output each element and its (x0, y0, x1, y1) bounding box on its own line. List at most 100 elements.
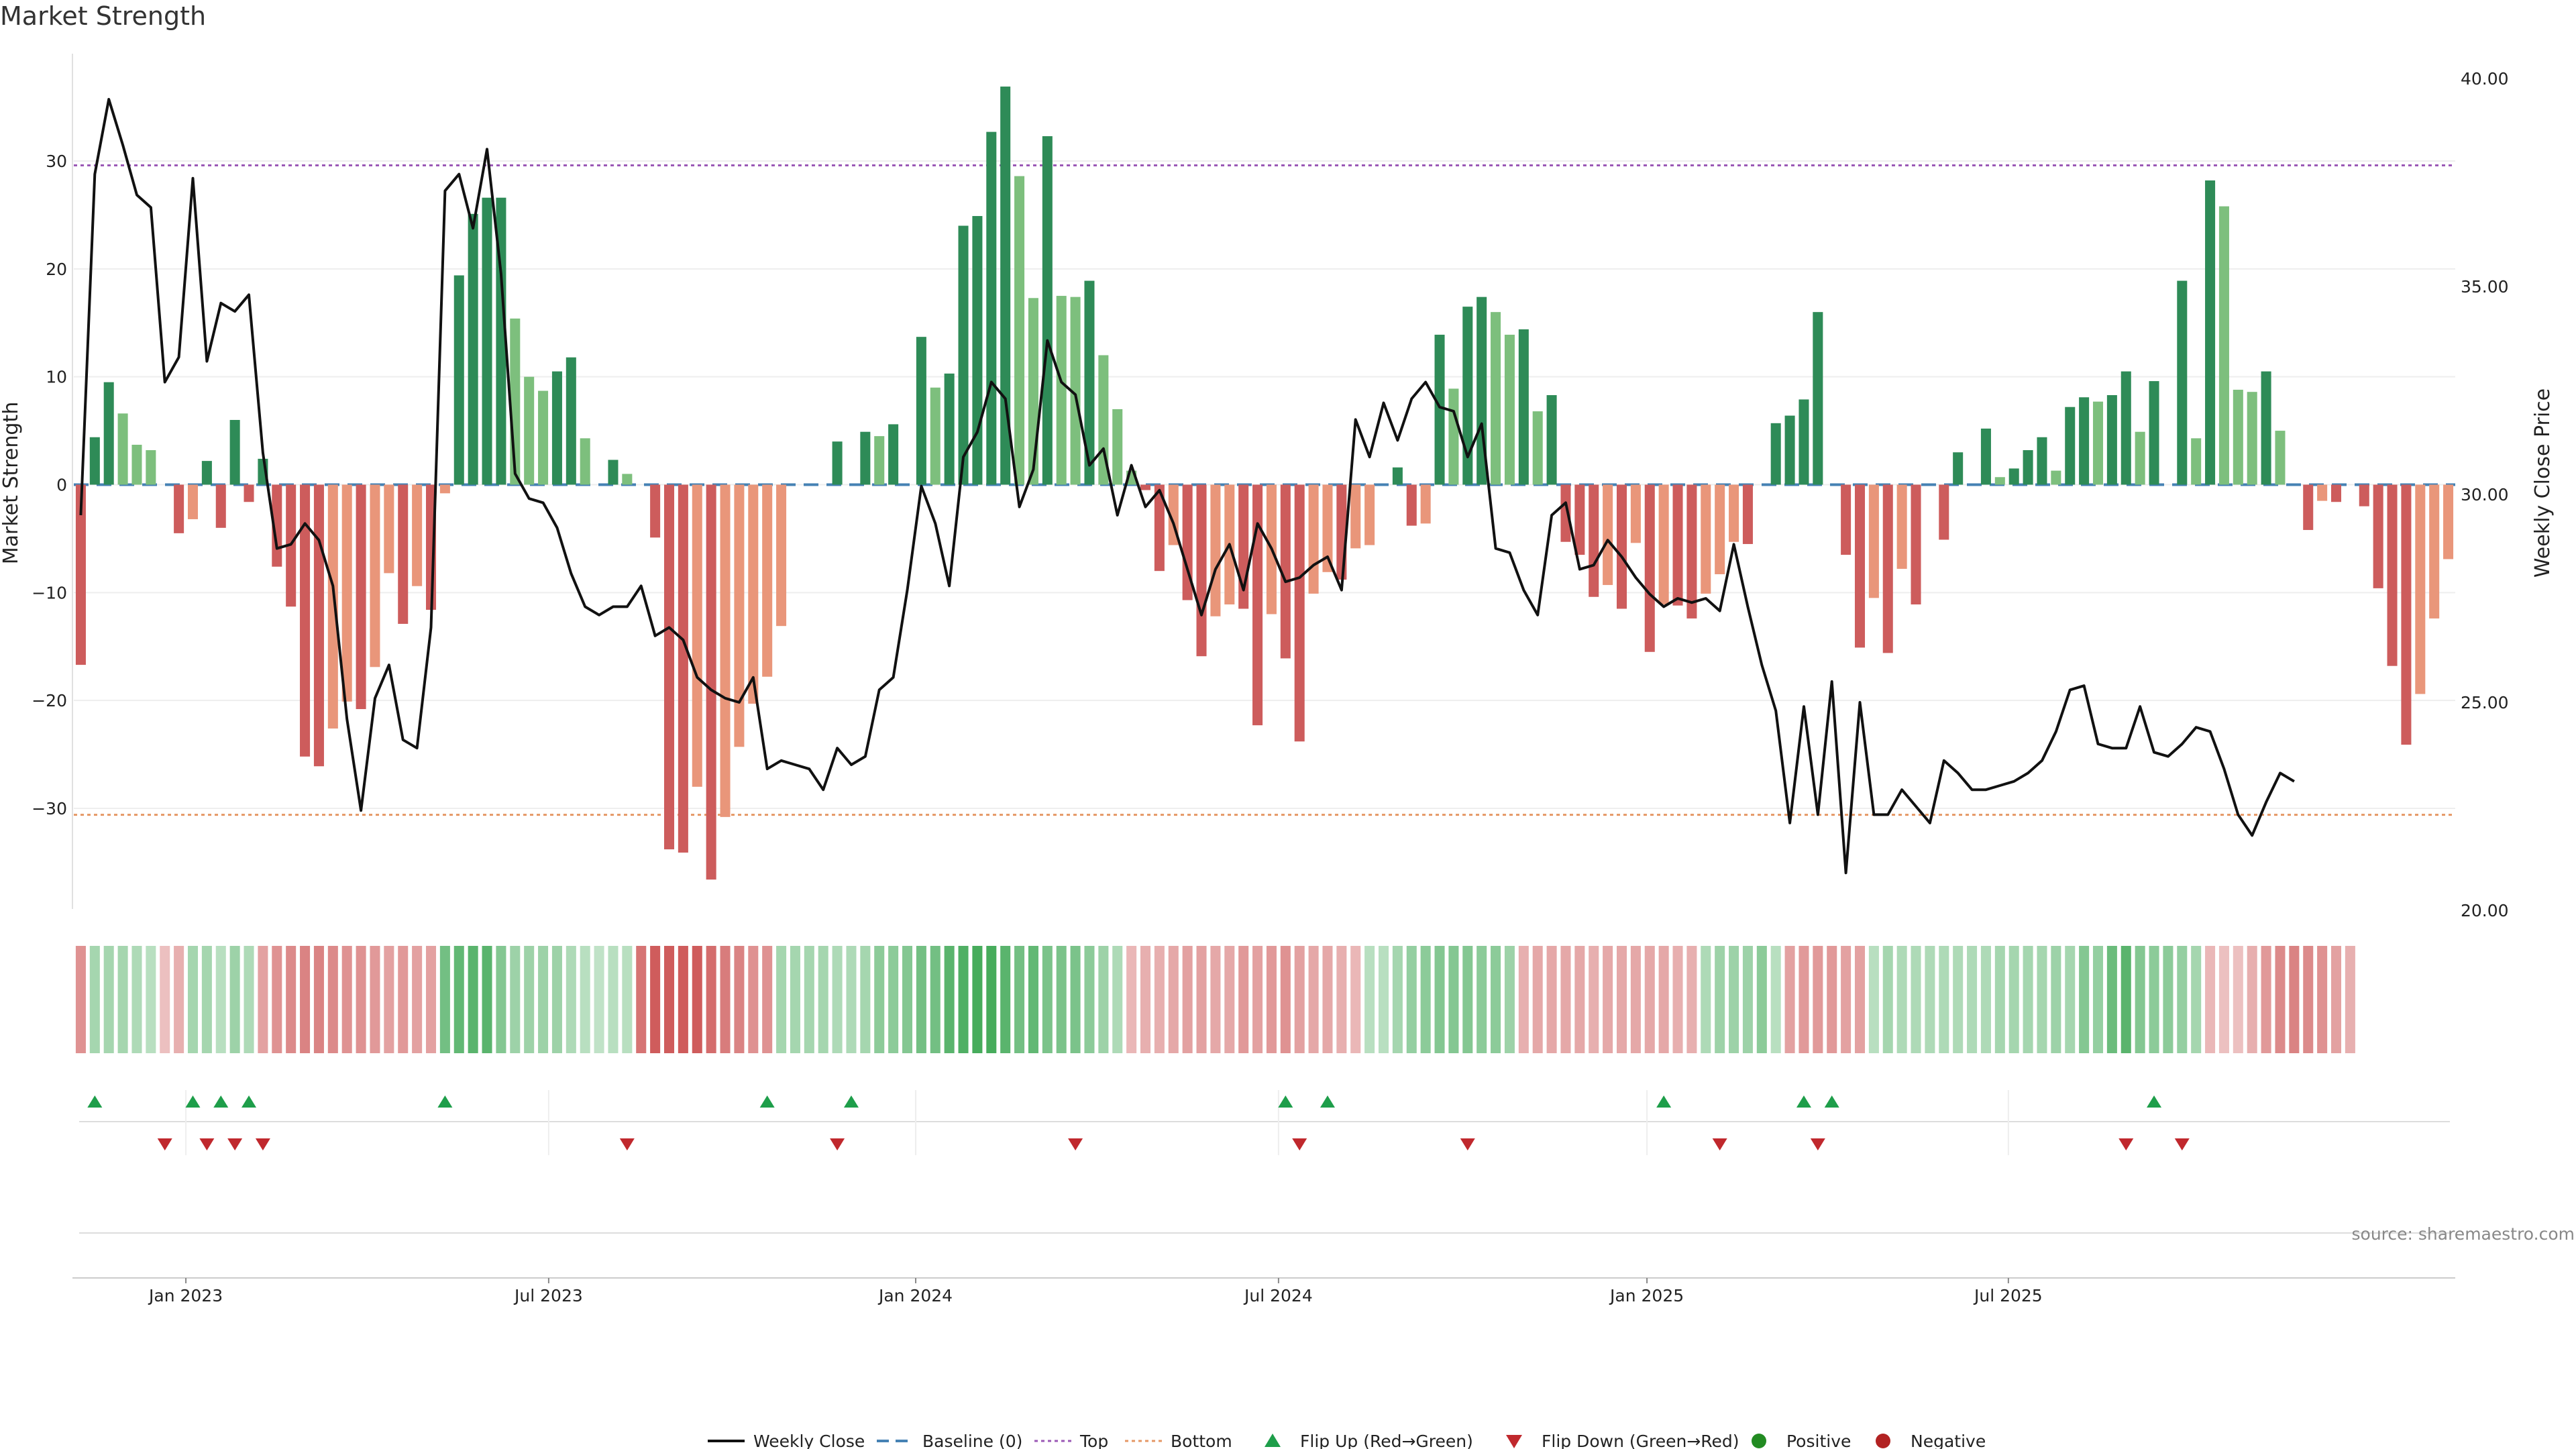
strength-bar (2177, 280, 2188, 485)
y2-tick-label: 20.00 (2461, 901, 2509, 920)
x-tick-label: Jan 2023 (148, 1286, 223, 1305)
strength-bar (580, 438, 590, 485)
strip-cell (916, 946, 926, 1053)
strength-bar (146, 450, 156, 485)
strip-cell (160, 946, 170, 1053)
strip-cell (1140, 946, 1151, 1053)
strength-bar (692, 484, 702, 787)
strength-bar (1603, 484, 1613, 586)
strip-cell (75, 946, 86, 1053)
strip-cell (1252, 946, 1263, 1053)
strength-bar (1056, 296, 1067, 485)
x-tick-label: Jul 2025 (1973, 1286, 2043, 1305)
strip-cell (1182, 946, 1193, 1053)
strength-bar (2233, 389, 2243, 485)
strength-bar (874, 436, 885, 485)
weekly-close-line (79, 98, 2295, 875)
strip-cell (1658, 946, 1669, 1053)
strength-bar (1658, 484, 1669, 605)
strip-cell (341, 946, 352, 1053)
strip-cell (1742, 946, 1753, 1053)
strip-cell (1882, 946, 1893, 1053)
strip-cell (706, 946, 716, 1053)
legend-label: Baseline (0) (922, 1432, 1022, 1449)
strip-cell (201, 946, 212, 1053)
strength-bar (1491, 312, 1501, 485)
strip-cell (1770, 946, 1781, 1053)
strength-bar (650, 484, 661, 538)
flip-down-marker (2174, 1138, 2190, 1150)
strip-cell (1224, 946, 1235, 1053)
strip-cell (1896, 946, 1907, 1053)
strip-cell (846, 946, 857, 1053)
strip-cell (580, 946, 590, 1053)
strength-bar (201, 461, 212, 485)
flip-down-marker (1460, 1138, 1475, 1150)
legend-swatch-positive (1752, 1434, 1766, 1448)
x-tick-label: Jan 2025 (1609, 1286, 1684, 1305)
strength-bar (1574, 484, 1585, 555)
strength-bar (2218, 206, 2229, 485)
strength-bar (524, 376, 535, 485)
strength-bar (1742, 484, 1753, 544)
strip-cell (370, 946, 380, 1053)
legend-swatch-flip-down (1506, 1435, 1522, 1448)
flip-down-marker (1292, 1138, 1307, 1150)
strip-cell (2345, 946, 2355, 1053)
strip-cell (2149, 946, 2159, 1053)
strip-cell (1994, 946, 2005, 1053)
strip-cell (2008, 946, 2019, 1053)
strength-bar (1084, 280, 1095, 485)
x-tick-label: Jan 2024 (877, 1286, 953, 1305)
strength-bar (2037, 437, 2047, 485)
strip-cell (1154, 946, 1165, 1053)
strength-bar (2149, 381, 2159, 485)
strip-cell (930, 946, 941, 1053)
strip-cell (1028, 946, 1038, 1053)
strip-cell (1911, 946, 1921, 1053)
strength-bar (776, 484, 787, 627)
strip-cell (1813, 946, 1823, 1053)
strip-cell (2092, 946, 2104, 1053)
strip-cell (1784, 946, 1795, 1053)
strip-cell (1729, 946, 1739, 1053)
strength-bar (2261, 371, 2271, 485)
strength-bar (482, 197, 492, 485)
strength-bar (608, 460, 619, 485)
strength-bar (1406, 484, 1417, 526)
strength-bar (2387, 484, 2398, 666)
y-axis-label: Market Strength (0, 402, 23, 564)
strip-cell (2330, 946, 2342, 1053)
strip-cell (1042, 946, 1053, 1053)
strip-cell (874, 946, 885, 1053)
strip-cell (2051, 946, 2061, 1053)
strip-cell (1434, 946, 1445, 1053)
strength-bar (622, 474, 633, 485)
strength-bar (1462, 307, 1473, 485)
strip-cell (2163, 946, 2174, 1053)
strength-bars (75, 87, 2454, 880)
strength-bar (734, 484, 745, 747)
strength-bar (860, 431, 871, 485)
strip-cell (103, 946, 114, 1053)
strength-bar (538, 390, 549, 485)
strip-cell (384, 946, 394, 1053)
strength-bar (1896, 484, 1907, 569)
strip-cell (1084, 946, 1095, 1053)
strip-cell (776, 946, 787, 1053)
strip-cell (1056, 946, 1067, 1053)
strip-cell (1799, 946, 1809, 1053)
strength-bar (341, 484, 352, 702)
strip-cell (2218, 946, 2229, 1053)
strip-cell (2065, 946, 2076, 1053)
strip-cell (453, 946, 464, 1053)
y-tick-label: −30 (32, 799, 67, 818)
strength-bar (300, 484, 311, 757)
strength-bar (412, 484, 423, 586)
strength-bar (75, 484, 86, 665)
strength-bar (1042, 136, 1053, 485)
strip-cell (734, 946, 745, 1053)
strip-cell (2247, 946, 2257, 1053)
strength-bar (313, 484, 324, 767)
legend-label: Positive (1786, 1432, 1851, 1449)
